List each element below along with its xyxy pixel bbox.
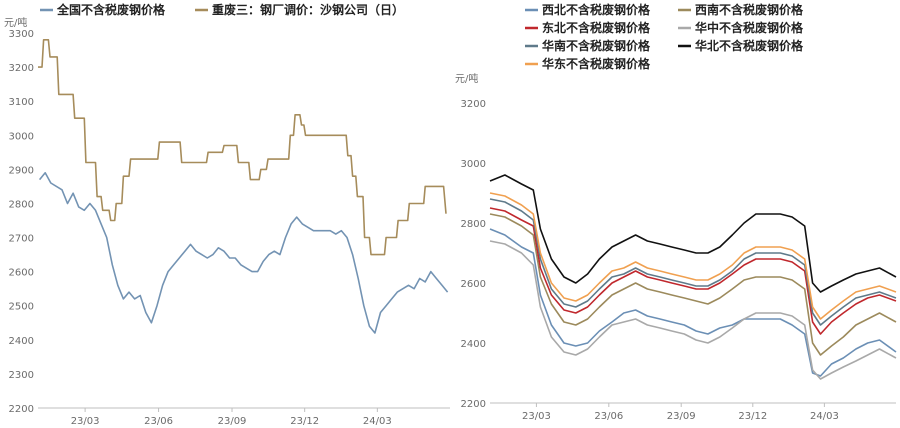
legend-item-6: 华北不含税废钢价格	[678, 38, 804, 53]
series-line-6	[489, 174, 897, 293]
series-line-2	[38, 39, 447, 256]
x-tick-label: 23/09	[667, 411, 696, 422]
series-line-2	[489, 213, 897, 356]
x-tick-label: 23/06	[594, 411, 623, 422]
x-tick-label: 23/12	[290, 416, 319, 427]
y-tick-label: 3100	[9, 97, 34, 108]
y-tick-label: 3200	[461, 99, 486, 110]
y-tick-label: 2400	[9, 336, 34, 347]
series-line-3	[489, 207, 897, 335]
y-tick-label: 2500	[9, 302, 34, 313]
x-tick-label: 23/06	[144, 416, 173, 427]
legend-item-1: 西北不含税废钢价格	[525, 2, 651, 17]
legend-label: 全国不含税废钢价格	[56, 2, 166, 17]
y-tick-label: 2300	[9, 370, 34, 381]
series-line-7	[489, 192, 897, 320]
y-unit-label: 元/吨	[455, 72, 478, 85]
y-tick-label: 3000	[9, 131, 34, 142]
chart-panel-2: 元/吨 2200 2400 2600 2800 3000 3200 23/03 23/06 23/…	[455, 2, 897, 422]
y-unit-label: 元/吨	[4, 16, 27, 29]
x-tick-label: 24/03	[363, 416, 392, 427]
y-tick-label: 3000	[461, 159, 486, 170]
legend-label: 西北不含税废钢价格	[542, 2, 651, 17]
legend-label: 华北不含税废钢价格	[695, 38, 804, 53]
y-tick-label: 2900	[9, 165, 34, 176]
x-tick-label: 23/09	[218, 416, 247, 427]
y-tick-label: 3200	[9, 63, 34, 74]
series-line-4	[489, 240, 897, 380]
series-line-5	[489, 198, 897, 326]
y-tick-label: 2800	[461, 219, 486, 230]
y-tick-label: 2800	[9, 199, 34, 210]
legend-label: 西南不含税废钢价格	[695, 2, 804, 17]
legend-item-5: 华南不含税废钢价格	[525, 38, 651, 53]
y-tick-label: 2600	[9, 268, 34, 279]
legend-label: 东北不含税废钢价格	[542, 20, 651, 35]
legend-item-4: 华中不含税废钢价格	[678, 20, 804, 35]
series-line-1	[489, 228, 897, 377]
legend-item-2: 重废三：钢厂调价：沙钢公司（日）	[195, 2, 404, 17]
y-tick-label: 3300	[9, 29, 34, 40]
x-tick-label: 23/12	[738, 411, 767, 422]
legend-item-7: 华东不含税废钢价格	[525, 56, 651, 71]
y-tick-label: 2600	[461, 279, 486, 290]
legend-item-2: 西南不含税废钢价格	[678, 2, 804, 17]
x-tick-label: 23/03	[522, 411, 551, 422]
y-tick-label: 2400	[461, 339, 486, 350]
legend-label: 华东不含税废钢价格	[542, 56, 651, 71]
y-tick-label: 2200	[9, 404, 34, 415]
chart-panel-1: 元/吨 2200 2300 2400 2500 2600 2700 2800 2900 3000 3…	[4, 2, 450, 427]
x-tick-label: 23/03	[71, 416, 100, 427]
legend-label: 华南不含税废钢价格	[542, 38, 651, 53]
y-tick-label: 2200	[461, 399, 486, 410]
legend-label: 重废三：钢厂调价：沙钢公司（日）	[212, 2, 404, 17]
x-tick-label: 24/03	[810, 411, 839, 422]
legend-item-1: 全国不含税废钢价格	[40, 2, 166, 17]
series-line-1	[38, 172, 449, 334]
legend-item-3: 东北不含税废钢价格	[525, 20, 651, 35]
y-tick-label: 2700	[9, 234, 34, 245]
legend-label: 华中不含税废钢价格	[695, 20, 804, 35]
